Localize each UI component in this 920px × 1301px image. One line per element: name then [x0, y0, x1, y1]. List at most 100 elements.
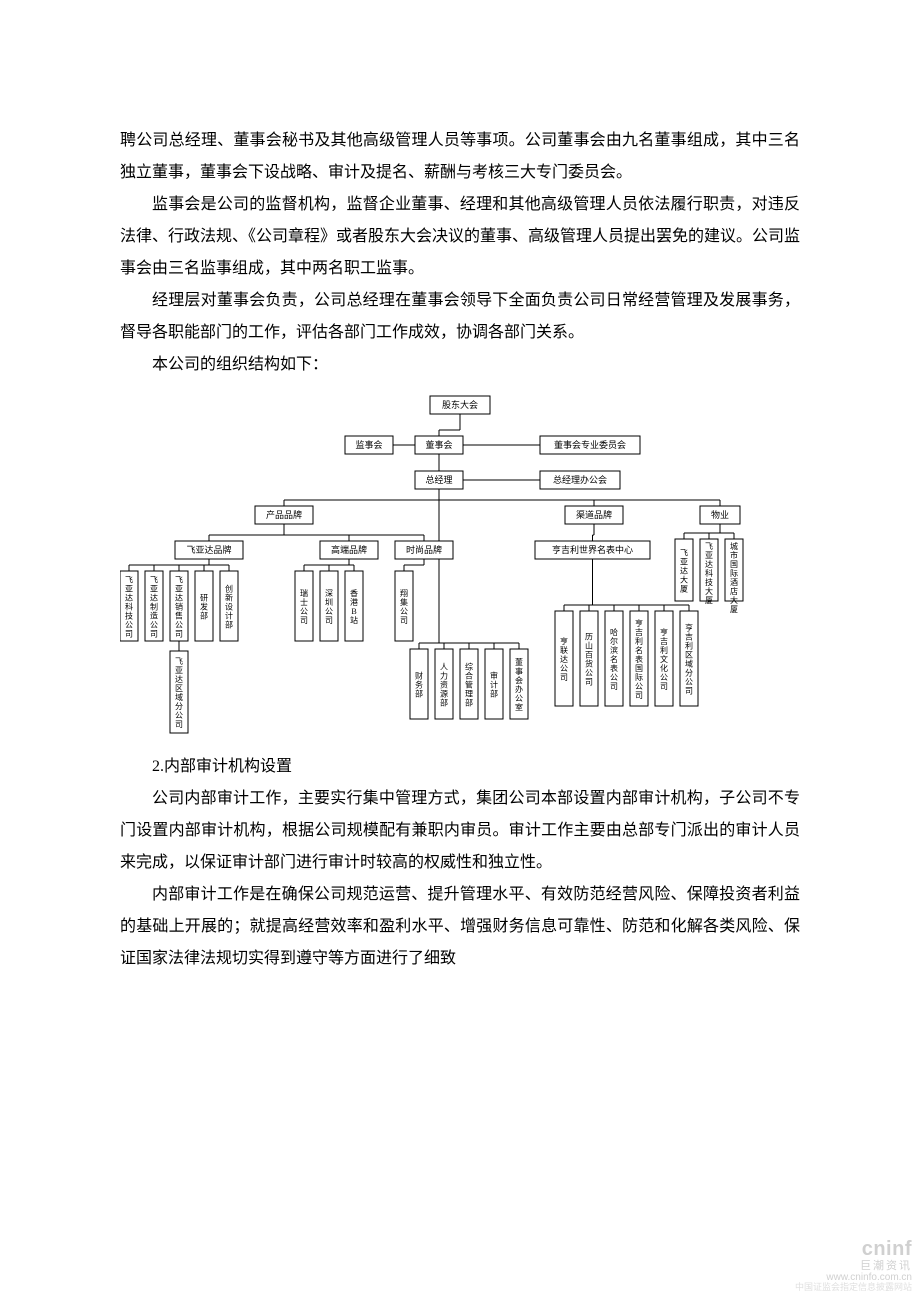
- org-node-n9: 物业: [700, 506, 740, 524]
- svg-text:公: 公: [515, 694, 523, 703]
- paragraph-4: 本公司的组织结构如下：: [120, 349, 800, 381]
- org-node-v2: 飞亚达制造公司: [145, 571, 163, 641]
- svg-text:售: 售: [175, 611, 183, 621]
- svg-text:创: 创: [225, 584, 233, 594]
- org-node-v12: 人力资源部: [435, 649, 453, 719]
- svg-text:部: 部: [200, 611, 208, 621]
- org-node-n10: 飞亚达品牌: [175, 541, 243, 559]
- svg-text:新: 新: [225, 593, 233, 603]
- svg-text:人: 人: [440, 663, 448, 672]
- svg-text:审: 审: [490, 671, 498, 681]
- svg-text:研: 研: [200, 594, 208, 603]
- org-node-v19: 亨吉利名表国际公司: [630, 611, 648, 706]
- svg-text:亚: 亚: [125, 585, 133, 594]
- org-node-v15: 董事会办公室: [510, 649, 528, 719]
- svg-text:名: 名: [610, 654, 618, 664]
- svg-text:司: 司: [610, 682, 618, 691]
- svg-text:飞亚达品牌: 飞亚达品牌: [186, 544, 231, 555]
- svg-text:司: 司: [325, 616, 333, 625]
- org-node-v7: 瑞士公司: [295, 571, 313, 641]
- svg-text:士: 士: [300, 597, 308, 607]
- watermark-brand: cninf: [795, 1238, 912, 1260]
- svg-text:翔: 翔: [400, 588, 408, 598]
- svg-text:表: 表: [635, 654, 643, 664]
- org-node-v16: 亨联达公司: [555, 611, 573, 706]
- svg-text:达: 达: [125, 593, 133, 603]
- svg-text:百: 百: [585, 651, 593, 660]
- svg-text:亚: 亚: [175, 585, 183, 594]
- svg-text:部: 部: [490, 689, 498, 699]
- svg-text:公: 公: [610, 673, 618, 682]
- svg-text:董: 董: [515, 657, 523, 667]
- svg-text:合: 合: [465, 671, 473, 681]
- svg-text:分: 分: [685, 669, 693, 678]
- svg-text:科: 科: [125, 602, 133, 612]
- svg-text:港: 港: [350, 597, 358, 607]
- svg-text:利: 利: [685, 641, 693, 651]
- org-node-n6: 总经理办公会: [540, 471, 620, 489]
- svg-text:源: 源: [440, 690, 448, 699]
- org-node-v3: 飞亚达销售公司: [170, 571, 188, 641]
- svg-text:达: 达: [150, 593, 158, 603]
- paragraph-1: 聘公司总经理、董事会秘书及其他高级管理人员等事项。公司董事会由九名董事组成，其中…: [120, 125, 800, 189]
- org-node-v20: 亨吉利文化公司: [655, 611, 673, 706]
- paragraph-5: 公司内部审计工作，主要实行集中管理方式，集团公司本部设置内部审计机构，子公司不专…: [120, 783, 800, 879]
- org-chart-svg: 股东大会监事会董事会董事会专业委员会总经理总经理办公会产品品牌渠道品牌物业飞亚达…: [120, 391, 800, 741]
- svg-text:公: 公: [400, 607, 408, 616]
- svg-text:司: 司: [685, 687, 693, 696]
- svg-text:产品品牌: 产品品牌: [266, 509, 302, 520]
- paragraph-3: 经理层对董事会负责，公司总经理在董事会领导下全面负责公司日常经营管理及发展事务，…: [120, 285, 800, 349]
- svg-text:办: 办: [515, 684, 523, 694]
- svg-text:部: 部: [465, 698, 473, 708]
- org-node-v13: 综合管理部: [460, 649, 478, 719]
- svg-text:达: 达: [560, 654, 568, 664]
- svg-text:利: 利: [635, 636, 643, 646]
- svg-text:站: 站: [350, 615, 358, 625]
- org-node-v11: 财务部: [410, 649, 428, 719]
- org-node-v10: 翔集公司: [395, 571, 413, 641]
- svg-text:司: 司: [150, 630, 158, 639]
- org-node-n14: 飞亚达大厦: [675, 539, 693, 601]
- org-node-n2: 监事会: [345, 436, 393, 454]
- svg-text:飞: 飞: [125, 576, 133, 585]
- org-node-n12: 时尚品牌: [395, 541, 453, 559]
- svg-text:利: 利: [660, 645, 668, 655]
- svg-text:司: 司: [300, 616, 308, 625]
- svg-text:亚: 亚: [150, 585, 158, 594]
- svg-text:亚: 亚: [705, 551, 713, 560]
- svg-text:厦: 厦: [730, 605, 738, 614]
- org-node-v1: 飞亚达科技公司: [120, 571, 138, 641]
- org-node-v5: 创新设计部: [220, 571, 238, 641]
- svg-text:大: 大: [680, 575, 688, 585]
- svg-text:文: 文: [660, 654, 668, 664]
- svg-text:销: 销: [175, 602, 183, 612]
- svg-text:亚: 亚: [175, 666, 183, 675]
- org-node-n16: 城市国际酒店大厦: [725, 539, 743, 614]
- document-page: 聘公司总经理、董事会秘书及其他高级管理人员等事项。公司董事会由九名董事组成，其中…: [0, 0, 920, 1015]
- svg-text:名: 名: [635, 645, 643, 655]
- svg-text:司: 司: [635, 691, 643, 700]
- svg-text:综: 综: [465, 662, 473, 672]
- svg-text:公: 公: [125, 621, 133, 630]
- svg-text:亨: 亨: [660, 627, 668, 637]
- svg-text:滨: 滨: [610, 645, 618, 655]
- svg-text:造: 造: [150, 611, 158, 621]
- svg-text:时尚品牌: 时尚品牌: [406, 544, 442, 555]
- org-node-v17: 历山百货公司: [580, 611, 598, 706]
- svg-text:总经理办公会: 总经理办公会: [553, 474, 607, 485]
- svg-text:市: 市: [730, 550, 738, 560]
- svg-text:厦: 厦: [680, 585, 688, 594]
- svg-text:部: 部: [415, 689, 423, 699]
- svg-text:哈: 哈: [610, 627, 618, 637]
- svg-text:司: 司: [400, 616, 408, 625]
- svg-text:亚: 亚: [680, 558, 688, 567]
- svg-text:物业: 物业: [711, 509, 729, 520]
- svg-text:香: 香: [350, 588, 358, 598]
- svg-text:域: 域: [175, 692, 183, 702]
- svg-text:亨: 亨: [635, 618, 643, 628]
- org-node-v21: 亨吉利区域分公司: [680, 611, 698, 706]
- svg-text:资: 资: [440, 680, 448, 690]
- org-node-n15: 飞亚达科技大厦: [700, 539, 718, 605]
- svg-text:高端品牌: 高端品牌: [331, 544, 367, 555]
- svg-text:国: 国: [635, 664, 643, 673]
